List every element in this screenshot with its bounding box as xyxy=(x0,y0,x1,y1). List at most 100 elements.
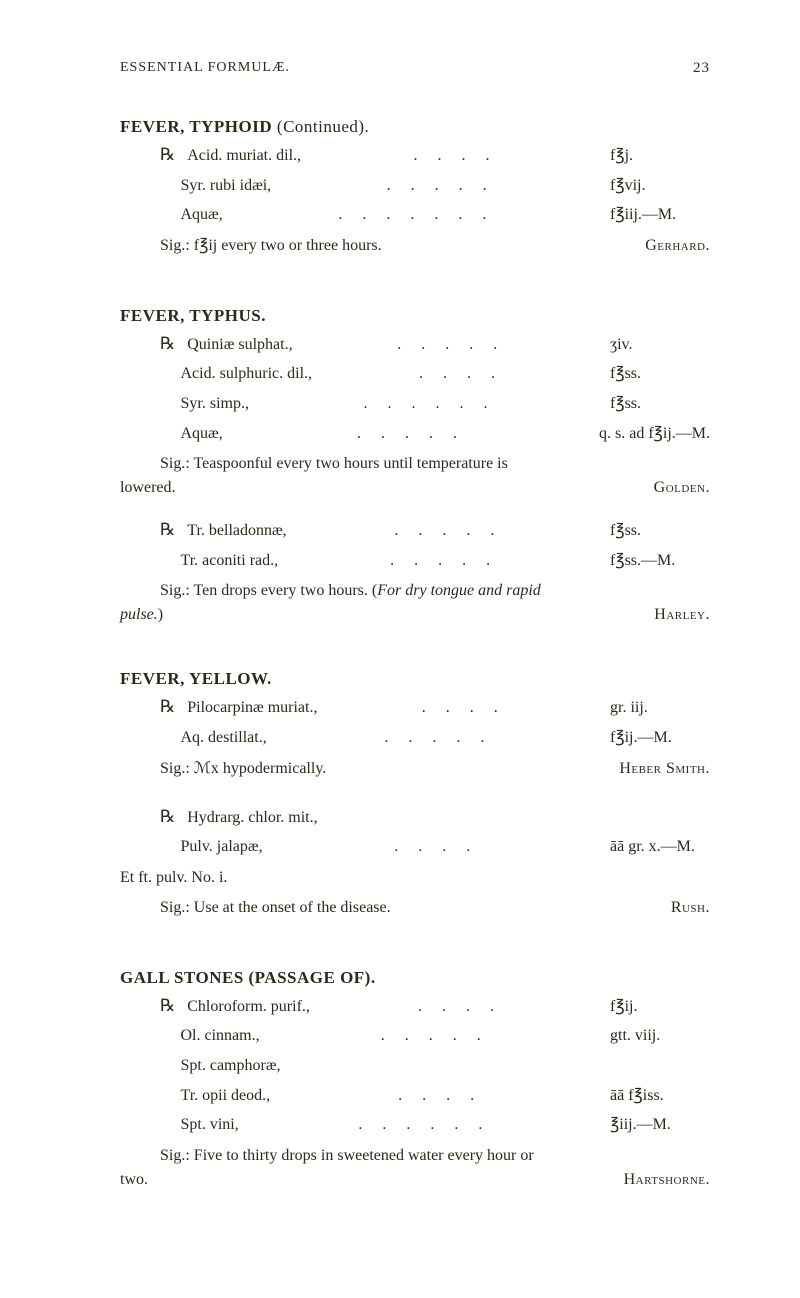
rx-line: ℞ Pilocarpinæ muriat., . . . . gr. iij. xyxy=(160,693,710,721)
ingredient: Spt. vini, xyxy=(181,1112,239,1138)
rx-line: Tr. aconiti rad., . . . . . f℥ss.—M. xyxy=(160,546,710,574)
extra-text: Et ft. pulv. No. i. xyxy=(120,869,227,886)
rx-line: ℞ Quiniæ sulphat., . . . . . ʒiv. xyxy=(160,330,710,358)
section-title-gall: GALL STONES (PASSAGE OF). xyxy=(120,968,710,988)
sig-line: Sig.: f℥ij every two or three hours. Ger… xyxy=(160,234,710,258)
amount: f℥ss. xyxy=(610,518,710,544)
author: Golden. xyxy=(654,476,710,500)
amount: f℥ss. xyxy=(610,391,710,417)
section-title-text: GALL STONES (PASSAGE OF). xyxy=(120,968,376,987)
section-title-yellow: FEVER, YELLOW. xyxy=(120,669,710,689)
ingredient: Acid. sulphuric. dil., xyxy=(181,361,313,387)
dots: . . . . . . xyxy=(239,1112,610,1138)
rx-spacer xyxy=(160,546,169,573)
ingredient: Tr. aconiti rad., xyxy=(181,548,279,574)
dots: . . . . xyxy=(317,695,610,721)
ingredient: Syr. rubi idæi, xyxy=(181,173,272,199)
ingredient: Aquæ, xyxy=(181,202,223,228)
rx-line: Syr. simp., . . . . . . f℥ss. xyxy=(160,389,710,417)
rx-spacer xyxy=(160,1110,169,1137)
dots: . . . . xyxy=(270,1083,610,1109)
author: Rush. xyxy=(671,896,710,920)
section-continued: (Continued). xyxy=(272,117,369,136)
rx-line: Acid. sulphuric. dil., . . . . f℥ss. xyxy=(160,359,710,387)
amount: āā f℥iss. xyxy=(610,1083,710,1109)
sig-cont: pulse.) Harley. xyxy=(160,603,710,627)
sig-text: Sig.: ℳx hypodermically. xyxy=(160,757,619,781)
sig-line: Sig.: Use at the onset of the disease. R… xyxy=(160,896,710,920)
rx-line: Aquæ, . . . . . . . f℥iij.—M. xyxy=(160,200,710,228)
sig-block: Sig.: Ten drops every two hours. (For dr… xyxy=(160,579,710,627)
author: Hartshorne. xyxy=(624,1168,710,1192)
ingredient: Spt. camphoræ, xyxy=(181,1053,281,1079)
ingredient: Pulv. jalapæ, xyxy=(181,834,263,860)
sig-block: Sig.: Teaspoonful every two hours until … xyxy=(160,452,710,500)
rx-line: Aquæ, . . . . . q. s. ad f℥ij.—M. xyxy=(160,419,710,447)
amount: gr. iij. xyxy=(610,695,710,721)
rx-spacer xyxy=(160,419,169,446)
sig-cont: lowered. Golden. xyxy=(160,476,710,500)
sig-text: Sig.: Five to thirty drops in sweetened … xyxy=(160,1144,710,1168)
ingredient: Quiniæ sulphat., xyxy=(187,332,292,358)
header-title: ESSENTIAL FORMULÆ. xyxy=(120,60,290,77)
page-number: 23 xyxy=(693,60,710,77)
sig-cont-italic: pulse. xyxy=(120,606,158,623)
ingredient: Hydrarg. chlor. mit., xyxy=(187,805,317,831)
rx-spacer xyxy=(160,832,169,859)
author: Harley. xyxy=(654,603,710,627)
dots: . . . . . . . xyxy=(223,202,610,228)
rx-line: ℞ Tr. belladonnæ, . . . . . f℥ss. xyxy=(160,516,710,544)
rx-spacer xyxy=(160,1081,169,1108)
rx-spacer xyxy=(160,723,169,750)
amount: f℥iij.—M. xyxy=(610,202,710,228)
sig-line: Sig.: ℳx hypodermically. Heber Smith. xyxy=(160,757,710,781)
sig-cont-text: pulse.) xyxy=(120,603,163,627)
ingredient: Ol. cinnam., xyxy=(181,1023,260,1049)
rx-symbol: ℞ xyxy=(160,330,175,357)
extra-line: Et ft. pulv. No. i. xyxy=(120,866,710,890)
sig-text: Sig.: Use at the onset of the disease. xyxy=(160,896,671,920)
rx-line: Tr. opii deod., . . . . āā f℥iss. xyxy=(160,1081,710,1109)
rx-line: Pulv. jalapæ, . . . . āā gr. x.—M. xyxy=(160,832,710,860)
dots: . . . . . xyxy=(271,173,610,199)
rx-spacer xyxy=(160,389,169,416)
amount: āā gr. x.—M. xyxy=(610,834,710,860)
dots: . . . . . xyxy=(278,548,610,574)
rx-spacer xyxy=(160,171,169,198)
rx-spacer xyxy=(160,1021,169,1048)
rx-symbol: ℞ xyxy=(160,803,175,830)
sig-text-main: Sig.: Ten drops every two hours. ( xyxy=(160,582,377,599)
amount: ʒiv. xyxy=(610,332,710,358)
section-title-typhoid: FEVER, TYPHOID (Continued). xyxy=(120,117,710,137)
amount: f℥ij. xyxy=(610,994,710,1020)
ingredient: Aq. destillat., xyxy=(181,725,267,751)
ingredient: Chloroform. purif., xyxy=(187,994,310,1020)
author: Gerhard. xyxy=(645,234,710,258)
ingredient: Tr. belladonnæ, xyxy=(187,518,286,544)
rx-symbol: ℞ xyxy=(160,516,175,543)
dots: . . . . . . xyxy=(249,391,610,417)
rx-spacer xyxy=(160,359,169,386)
amount: f℥ss.—M. xyxy=(610,548,710,574)
section-title-typhus: FEVER, TYPHUS. xyxy=(120,306,710,326)
dots: . . . . xyxy=(310,994,610,1020)
amount: f℥vij. xyxy=(610,173,710,199)
sig-text: Sig.: f℥ij every two or three hours. xyxy=(160,234,645,258)
amount: f℥ij.—M. xyxy=(610,725,710,751)
rx-line: Aq. destillat., . . . . . f℥ij.—M. xyxy=(160,723,710,751)
sig-cont: two. Hartshorne. xyxy=(160,1168,710,1192)
rx-spacer xyxy=(160,200,169,227)
ingredient: Pilocarpinæ muriat., xyxy=(187,695,317,721)
rx-symbol: ℞ xyxy=(160,992,175,1019)
sig-block: Sig.: Five to thirty drops in sweetened … xyxy=(160,1144,710,1192)
sig-text: Sig.: Ten drops every two hours. (For dr… xyxy=(160,579,710,603)
sig-italic: For dry tongue and rapid xyxy=(377,582,541,599)
section-title-text: FEVER, YELLOW. xyxy=(120,669,272,688)
amount: q. s. ad f℥ij.—M. xyxy=(599,421,710,447)
dots: . . . . . xyxy=(223,421,599,447)
rx-spacer xyxy=(160,1051,169,1078)
sig-cont-text: lowered. xyxy=(120,476,176,500)
ingredient: Aquæ, xyxy=(181,421,223,447)
amount: gtt. viij. xyxy=(610,1023,710,1049)
amount: f℥ss. xyxy=(610,361,710,387)
